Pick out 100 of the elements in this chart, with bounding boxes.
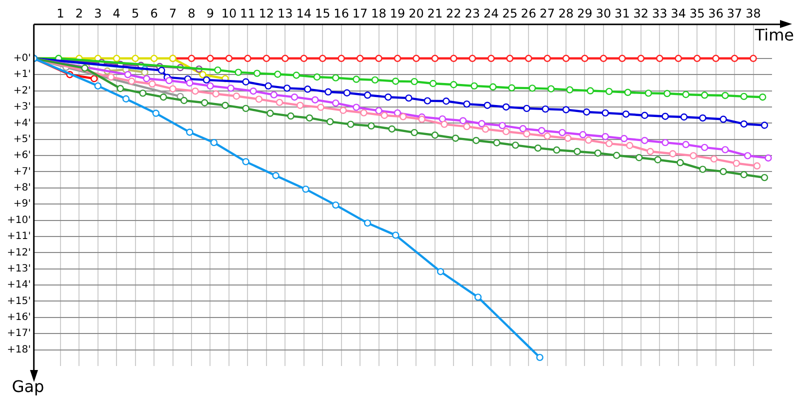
x-tick-label: 31 [614, 6, 630, 20]
y-axis-title: Gap [12, 377, 44, 396]
point [620, 134, 628, 142]
point [122, 95, 130, 102]
point [375, 54, 382, 62]
point [523, 104, 530, 112]
point [602, 109, 609, 117]
point [272, 172, 280, 180]
point [227, 84, 234, 92]
point [750, 54, 757, 62]
point [547, 85, 555, 92]
point [128, 78, 136, 85]
point [654, 156, 662, 164]
y-tick-label: +14' [6, 280, 31, 291]
point [528, 84, 536, 92]
point [356, 54, 364, 62]
point [242, 104, 250, 112]
x-tick-label: 20 [408, 6, 424, 20]
point [536, 354, 544, 362]
point [206, 82, 214, 90]
point [266, 110, 274, 117]
point [312, 96, 319, 104]
point [622, 110, 630, 118]
x-tick-label: 4 [112, 6, 120, 20]
x-tick-label: 33 [652, 6, 668, 20]
y-tick-label: +3' [13, 102, 31, 113]
point [637, 54, 645, 62]
point [463, 122, 470, 130]
point [459, 117, 467, 124]
point [292, 72, 300, 79]
x-tick-label: 36 [708, 6, 724, 20]
x-tick-label: 13 [278, 6, 293, 20]
point [165, 76, 173, 84]
point [332, 99, 340, 107]
point [338, 54, 345, 62]
point [360, 109, 368, 116]
point [214, 66, 222, 74]
point [558, 128, 566, 136]
point [313, 73, 321, 81]
point [400, 113, 407, 120]
point [201, 99, 208, 106]
x-tick-label: 35 [689, 6, 705, 20]
y-tick-label: +11' [6, 231, 31, 242]
point [232, 92, 240, 100]
x-tick-label: 38 [746, 6, 761, 20]
point [199, 70, 206, 78]
point [740, 120, 748, 128]
point [412, 54, 420, 62]
point [352, 76, 360, 83]
point [442, 98, 450, 105]
point [160, 93, 168, 101]
x-tick-label: 12 [258, 6, 274, 20]
point [242, 158, 250, 166]
point [489, 83, 497, 90]
point [343, 89, 351, 96]
point [482, 126, 490, 133]
x-tick-label: 7 [168, 6, 177, 20]
point [180, 96, 188, 104]
point [553, 146, 560, 154]
x-tick-label: 9 [206, 6, 214, 20]
point [612, 152, 620, 159]
x-tick-label: 8 [188, 6, 196, 20]
point [450, 54, 458, 62]
point [538, 127, 546, 134]
x-tick-label: 11 [240, 6, 256, 20]
point [586, 87, 594, 94]
point [722, 146, 729, 154]
point [202, 76, 210, 84]
x-tick-label: 19 [390, 6, 406, 20]
point [544, 54, 551, 62]
point [253, 70, 261, 77]
point [186, 79, 194, 87]
point [564, 134, 572, 142]
point [463, 100, 470, 108]
point [452, 134, 460, 142]
point [169, 85, 176, 92]
point [502, 103, 510, 111]
point [676, 159, 684, 166]
x-tick-label: 34 [670, 6, 686, 20]
x-axis-title: Time [754, 26, 794, 45]
point [618, 54, 626, 62]
point [282, 54, 289, 62]
point [244, 54, 252, 62]
point [760, 174, 768, 182]
y-tick-label: +10' [6, 214, 31, 226]
point [680, 113, 688, 121]
point [274, 70, 282, 78]
point [317, 104, 324, 111]
point [270, 91, 278, 98]
x-tick-label: 21 [427, 6, 443, 20]
point [502, 128, 510, 136]
point [394, 54, 402, 62]
point [450, 81, 458, 88]
x-tick-label: 1 [56, 6, 64, 20]
point [544, 132, 551, 140]
point [352, 104, 360, 111]
point [712, 54, 720, 62]
x-tick-label: 28 [558, 6, 574, 20]
point [635, 154, 643, 162]
point [296, 102, 304, 109]
